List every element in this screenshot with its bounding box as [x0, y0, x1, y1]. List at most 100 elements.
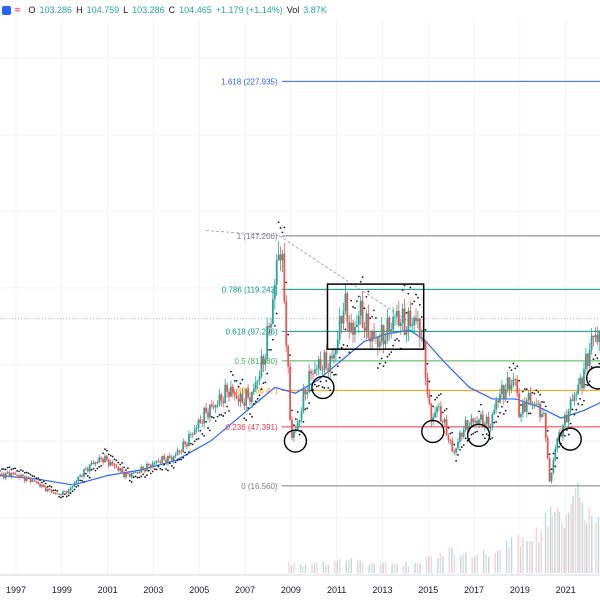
sar-dot	[336, 365, 339, 368]
candle-body	[325, 352, 328, 369]
candle-body	[304, 389, 307, 395]
sar-dot	[46, 485, 49, 488]
candle-body	[445, 419, 448, 436]
symbol-icon[interactable]	[2, 5, 11, 15]
sar-dot	[283, 226, 286, 229]
volume-bar	[510, 536, 513, 573]
sar-dot	[86, 475, 89, 477]
candle-body	[1, 473, 3, 475]
candle-body	[224, 384, 227, 404]
sar-dot	[472, 432, 475, 435]
candle-body	[163, 456, 166, 460]
candle-body	[210, 404, 213, 407]
equals-icon[interactable]: ≈	[15, 4, 21, 16]
sar-dot	[77, 484, 80, 487]
annotations[interactable]	[283, 283, 600, 453]
sar-dot	[348, 351, 351, 354]
sar-dot	[20, 469, 22, 471]
sar-dot	[167, 469, 169, 472]
volume-bar	[416, 562, 419, 573]
volume-bar	[485, 554, 487, 573]
candle-body	[394, 316, 396, 318]
candle-body	[525, 400, 528, 412]
candle-body	[563, 414, 566, 426]
volume-bar	[565, 514, 567, 573]
sar-dot	[478, 410, 480, 413]
sar-dot	[161, 468, 164, 471]
sar-dot	[266, 372, 269, 375]
candle-body	[191, 434, 194, 436]
sar-dot	[96, 467, 99, 470]
sar-dot	[344, 328, 347, 331]
sar-dot	[279, 227, 282, 229]
candle-body	[460, 432, 463, 437]
sar-dot	[256, 397, 259, 400]
volume-bar	[517, 534, 519, 573]
candle-body	[355, 324, 358, 327]
sar-dot	[506, 401, 509, 403]
candle-body	[243, 402, 246, 406]
candle-body	[329, 355, 332, 372]
candle-body	[222, 400, 225, 404]
candle-body	[275, 260, 278, 285]
x-tick-label: 2003	[143, 585, 163, 595]
candle-body	[209, 404, 211, 418]
volume-bar	[407, 566, 410, 573]
highlight-circle	[586, 366, 600, 390]
volume-bar	[586, 523, 588, 573]
candle-body	[239, 393, 242, 402]
candle-body	[310, 371, 312, 374]
close-label: C	[168, 5, 176, 15]
sar-dot	[71, 490, 74, 493]
sar-dot	[146, 474, 148, 476]
candle-body	[205, 407, 208, 413]
candle-body	[495, 400, 498, 410]
volume-bar	[368, 564, 370, 573]
candle-body	[29, 477, 32, 482]
sar-dot	[329, 389, 332, 392]
sar-dot	[315, 385, 318, 388]
sar-dot	[163, 463, 166, 466]
candle-body	[556, 438, 559, 449]
x-tick-label: 1999	[52, 585, 72, 595]
candle-body	[233, 392, 236, 396]
candle-body	[71, 486, 74, 488]
volume-bar	[357, 559, 359, 573]
fib-level-label: 0 (16.560)	[241, 482, 278, 491]
volume-bar	[428, 556, 430, 573]
volume-bar	[425, 557, 428, 573]
sar-dot	[388, 353, 391, 356]
sar-dot	[90, 468, 93, 471]
sar-dot	[411, 302, 414, 305]
candle-body	[258, 376, 261, 381]
fib-trend-line	[206, 230, 280, 237]
volume-bar	[551, 516, 554, 573]
sar-dot	[403, 284, 406, 287]
candle-body	[386, 317, 389, 341]
volume-bar	[382, 562, 384, 573]
volume-bar	[304, 563, 307, 573]
candle-body	[48, 488, 51, 490]
volume-bar	[293, 562, 295, 573]
sar-dot	[352, 305, 354, 308]
candle-body	[207, 412, 209, 418]
sar-dot	[390, 351, 393, 354]
candle-body	[323, 352, 326, 371]
sar-dot	[550, 468, 553, 471]
sar-dot	[396, 338, 398, 340]
candle-body	[50, 489, 53, 493]
candle-body	[216, 404, 219, 406]
candle-body	[8, 472, 11, 477]
candle-body	[334, 349, 337, 355]
candle-body	[73, 483, 76, 487]
candle-body	[415, 317, 417, 322]
candle-body	[382, 325, 385, 345]
volume-bar	[476, 554, 478, 573]
candle-body	[403, 308, 406, 335]
candle-body	[2, 474, 5, 479]
sar-dot	[88, 476, 91, 479]
sar-dot	[504, 409, 507, 412]
highlight-circle	[466, 423, 491, 447]
volume-bar	[563, 528, 565, 573]
